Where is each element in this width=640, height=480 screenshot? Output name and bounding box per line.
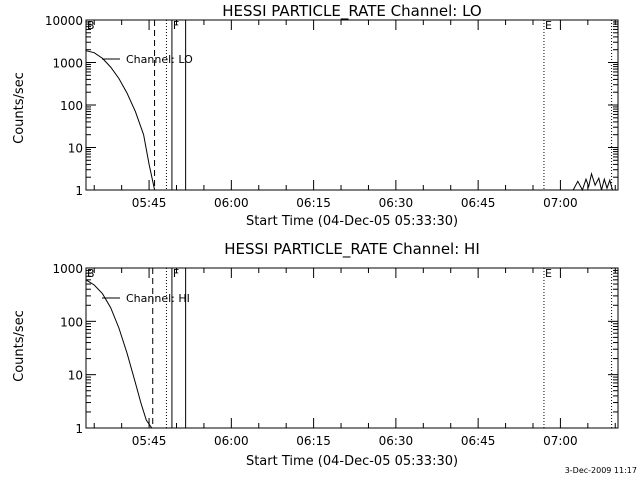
marker-label: B — [87, 19, 95, 32]
x-tick-label: 06:00 — [214, 434, 249, 448]
marker-label: F — [173, 19, 179, 32]
marker-label: F — [173, 267, 179, 280]
y-tick-label: 10 — [68, 369, 83, 383]
x-axis-label-lo: Start Time (04-Dec-05 05:33:30) — [246, 214, 458, 229]
panel-lo: HESSI PARTICLE_RATE Channel: LO Counts/s… — [12, 2, 619, 229]
legend-label-hi: Channel: HI — [126, 292, 190, 305]
x-tick-label: 05:45 — [132, 434, 167, 448]
y-tick-label: 10000 — [45, 14, 83, 28]
legend-label-lo: Channel: LO — [126, 53, 193, 66]
y-axis-label-lo: Counts/sec — [12, 72, 27, 144]
plot-frame-lo — [85, 19, 619, 191]
series-line-lo — [572, 171, 613, 192]
x-tick-label: 07:00 — [543, 196, 578, 210]
chart-title-lo: HESSI PARTICLE_RATE Channel: LO — [222, 2, 481, 21]
x-tick-label: 07:00 — [543, 434, 578, 448]
x-tick-label: 06:15 — [296, 196, 331, 210]
y-axis-label-hi: Counts/sec — [12, 310, 27, 382]
series-line-hi — [85, 279, 153, 429]
x-tick-label: 05:45 — [132, 196, 167, 210]
marker-label: B — [87, 267, 95, 280]
y-tick-label: 1000 — [52, 57, 83, 71]
y-tick-label: 100 — [60, 99, 83, 113]
x-tick-label: 06:45 — [461, 196, 496, 210]
marker-label: E — [545, 267, 552, 280]
x-tick-label: 06:30 — [379, 196, 414, 210]
y-tick-label: 1000 — [52, 262, 83, 276]
chart-title-hi: HESSI PARTICLE_RATE Channel: HI — [224, 240, 480, 259]
timestamp-footer: 3-Dec-2009 11:17 — [565, 466, 637, 475]
y-tick-label: 10 — [68, 142, 83, 156]
panel-hi: HESSI PARTICLE_RATE Channel: HI Counts/s… — [12, 240, 619, 469]
y-tick-label: 1 — [75, 184, 83, 198]
x-tick-label: 06:15 — [296, 434, 331, 448]
x-tick-label: 06:45 — [461, 434, 496, 448]
y-tick-label: 100 — [60, 315, 83, 329]
y-tick-label: 1 — [75, 422, 83, 436]
x-tick-label: 06:30 — [379, 434, 414, 448]
x-axis-label-hi: Start Time (04-Dec-05 05:33:30) — [246, 454, 458, 469]
marker-label: E — [545, 19, 552, 32]
series-line-lo — [85, 50, 156, 191]
x-tick-label: 06:00 — [214, 196, 249, 210]
